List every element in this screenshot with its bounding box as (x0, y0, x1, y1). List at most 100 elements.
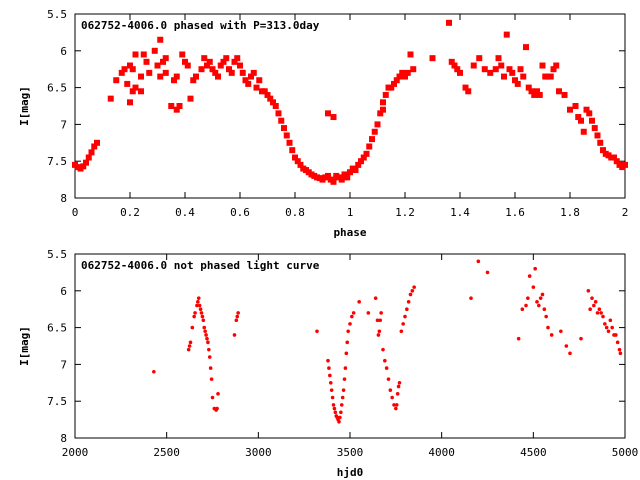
data-point (217, 62, 224, 69)
data-point (192, 314, 196, 319)
data-point (525, 84, 532, 91)
data-point (330, 178, 337, 185)
data-point (190, 77, 197, 84)
x-tick-label: 2500 (153, 446, 180, 459)
data-point (203, 329, 207, 334)
data-point (369, 136, 375, 143)
data-point (91, 143, 98, 150)
x-tick-label: 1 (347, 206, 354, 219)
data-point (344, 351, 349, 356)
data-point (618, 351, 623, 356)
data-point (210, 395, 215, 400)
x-tick-label: 2000 (62, 446, 89, 459)
data-point (506, 66, 513, 73)
data-point (160, 58, 166, 65)
data-point (347, 169, 353, 176)
phased-light-curve-panel: 0 0.2 0.4 0.6 0.8 1 1.2 1.4 1.6 1.8 2 5.5 6 6.5 7 7.5 8 0… (18, 8, 628, 239)
data-point (207, 355, 212, 359)
data-point (283, 132, 290, 139)
data-point (568, 351, 572, 356)
data-point (286, 139, 293, 146)
data-point (407, 51, 414, 58)
data-point (397, 381, 402, 385)
data-point (196, 300, 200, 304)
data-point (342, 377, 347, 381)
data-point (201, 318, 206, 323)
data-point (553, 62, 560, 69)
data-points (72, 19, 628, 185)
y-tick-label: 5.5 (47, 8, 67, 21)
data-point (604, 325, 609, 330)
x-tick-label: 0.2 (120, 206, 140, 219)
data-point (533, 266, 537, 271)
data-point (366, 143, 373, 150)
data-point (410, 289, 415, 293)
data-point (239, 69, 246, 76)
x-tick-label: 4000 (428, 446, 455, 459)
data-point (498, 62, 505, 69)
plot-frame (74, 253, 626, 439)
data-point (583, 106, 590, 113)
data-point (384, 366, 389, 370)
data-point (176, 103, 183, 109)
data-point (132, 84, 139, 91)
x-tick-label: 5000 (612, 446, 639, 459)
data-point (595, 311, 600, 315)
data-point (264, 91, 271, 98)
data-point (162, 69, 169, 76)
data-point (275, 110, 282, 117)
data-point (380, 99, 386, 106)
data-point (209, 377, 214, 381)
data-point (338, 415, 342, 420)
data-point (462, 84, 469, 91)
x-tick-label: 0.4 (175, 206, 195, 219)
data-point (615, 340, 620, 345)
data-point (589, 117, 595, 124)
data-point (80, 163, 87, 170)
data-point (157, 36, 164, 43)
data-point (292, 154, 298, 161)
data-point (591, 125, 598, 132)
data-point (341, 388, 346, 392)
data-point (540, 292, 545, 297)
data-point (516, 336, 521, 341)
data-point (523, 44, 529, 51)
data-point (330, 114, 337, 121)
data-point (378, 318, 383, 323)
data-point (339, 403, 344, 407)
data-point (366, 311, 371, 315)
data-point (212, 69, 219, 76)
data-point (187, 344, 192, 348)
data-point (344, 174, 351, 181)
data-point (561, 91, 568, 98)
y-tick-label: 6.5 (47, 82, 67, 95)
data-point (495, 55, 502, 62)
data-point (140, 51, 147, 58)
data-point (531, 285, 536, 289)
x-tick-label: 1.4 (450, 206, 470, 219)
data-point (538, 296, 543, 300)
data-point (382, 91, 389, 98)
data-point (152, 369, 156, 374)
data-point (234, 318, 239, 323)
data-point (355, 161, 362, 168)
data-point (188, 340, 193, 345)
y-tick-label: 5.5 (47, 248, 67, 261)
data-point (379, 311, 383, 315)
data-point (235, 314, 240, 319)
data-point (215, 406, 219, 411)
x-tick-label: 0 (72, 206, 79, 219)
data-point (597, 139, 604, 146)
data-point (608, 318, 613, 323)
x-tick-label: 1.2 (395, 206, 415, 219)
data-point (388, 84, 395, 91)
y-tick-label: 8 (60, 192, 67, 205)
data-point (83, 159, 89, 166)
data-point (597, 307, 602, 312)
data-point (403, 314, 407, 319)
y-axis-label: I[mag] (18, 326, 31, 366)
data-point (216, 392, 220, 396)
data-point (205, 336, 209, 341)
data-point (248, 73, 254, 80)
